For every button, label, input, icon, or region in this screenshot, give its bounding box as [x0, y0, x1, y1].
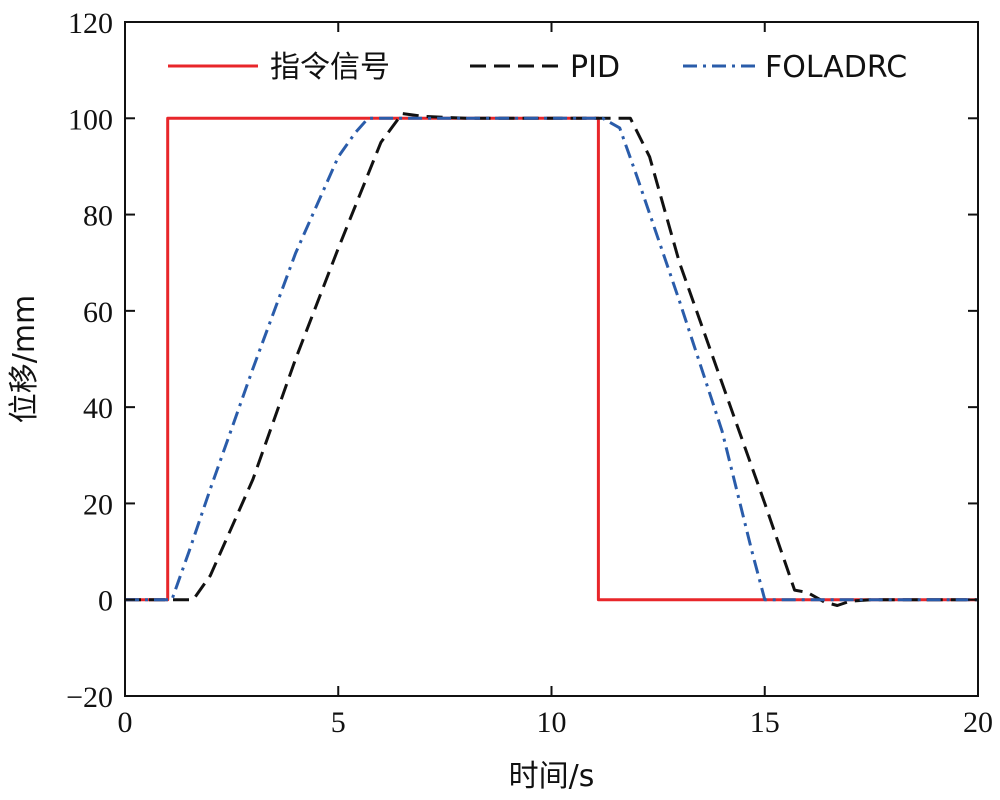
- y-axis-title: 位移/mm: [7, 295, 42, 424]
- x-tick-label: 10: [537, 706, 567, 739]
- legend-label-1: PID: [570, 50, 620, 85]
- y-tick-label: 40: [83, 392, 113, 425]
- series-line-1: [125, 112, 978, 607]
- y-tick-label: 100: [68, 103, 113, 136]
- x-tick-label: 20: [963, 706, 993, 739]
- legend: 指令信号 PID FOLADRC: [168, 50, 907, 85]
- y-tick-label: 60: [83, 296, 113, 329]
- y-tick-label: 20: [83, 488, 113, 521]
- y-tick-label: 0: [98, 585, 113, 618]
- series-line-0: [125, 116, 978, 602]
- x-tick-label: 15: [750, 706, 780, 739]
- y-tick-label: 80: [83, 200, 113, 233]
- plot-frame: [124, 21, 979, 697]
- y-tick-label: 120: [68, 7, 113, 40]
- plot-area: [125, 112, 978, 607]
- legend-label-0: 指令信号: [270, 50, 390, 85]
- legend-label-2: FOLADRC: [765, 50, 907, 85]
- series-line-2: [125, 116, 978, 602]
- y-tick-label: −20: [66, 681, 113, 714]
- x-tick-label: 5: [331, 706, 346, 739]
- x-axis-title: 时间/s: [509, 759, 595, 794]
- x-tick-label: 0: [118, 706, 133, 739]
